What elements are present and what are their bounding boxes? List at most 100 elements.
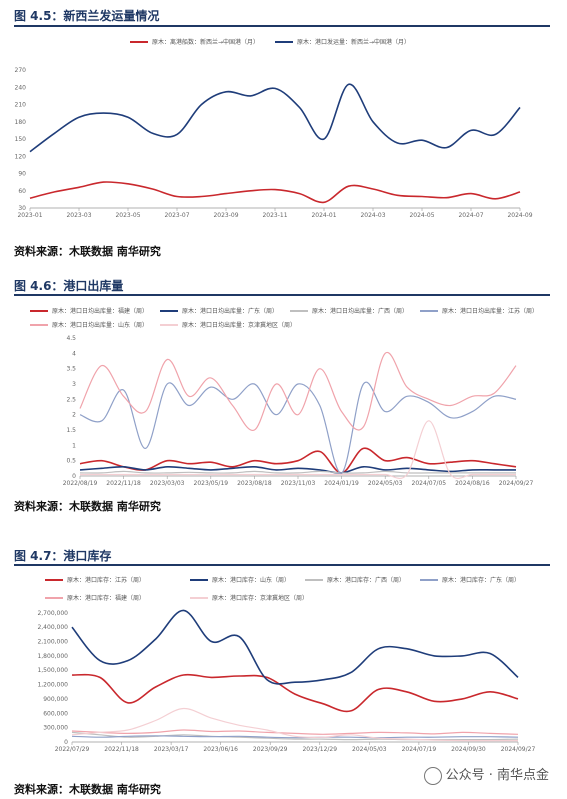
x-tick-label: 2023/08/18 xyxy=(237,480,272,487)
y-tick-label: 0.5 xyxy=(66,458,76,465)
series-line xyxy=(71,731,519,741)
x-tick-label: 2024/05/03 xyxy=(368,480,403,487)
x-tick-label: 2023-07 xyxy=(164,212,189,219)
legend-label: 原木：港口库存：福建（周） xyxy=(67,594,145,602)
legend-item: 原木：港口日均出库量：福建（周） xyxy=(30,307,148,315)
x-tick-label: 2024/07/05 xyxy=(412,480,447,487)
y-tick-label: 2,700,000 xyxy=(37,610,68,617)
x-tick-label: 2023/03/17 xyxy=(154,746,189,753)
legend-item: 原木：离港船数：新西兰→中国港（月） xyxy=(130,38,259,46)
x-tick-label: 2022/11/18 xyxy=(106,480,141,487)
x-tick-label: 2024-09 xyxy=(507,212,532,219)
series-line xyxy=(79,447,517,474)
y-tick-label: 900,000 xyxy=(43,696,68,703)
y-tick-label: 90 xyxy=(18,171,26,178)
series-line xyxy=(79,381,517,474)
x-tick-label: 2024-05 xyxy=(409,212,434,219)
figure-4-6-title: 图 4.6：港口出库量 xyxy=(14,279,124,293)
series-line xyxy=(79,470,516,474)
y-tick-label: 30 xyxy=(18,205,26,212)
series-line xyxy=(71,735,519,739)
x-tick-label: 2022/07/29 xyxy=(55,746,90,753)
y-tick-label: 0 xyxy=(72,473,76,480)
x-tick-label: 2024/09/27 xyxy=(501,746,536,753)
y-tick-label: 210 xyxy=(15,102,27,109)
legend-label: 原木：港口日均出库量：广西（周） xyxy=(312,307,408,315)
legend-label: 原木：港口库存：广东（周） xyxy=(442,576,520,584)
wechat-icon xyxy=(423,766,442,785)
legend-item: 原木：港口日均出库量：广西（周） xyxy=(290,307,408,315)
x-tick-label: 2024-07 xyxy=(458,212,483,219)
series-line xyxy=(29,181,521,204)
x-tick-label: 2022/11/18 xyxy=(104,746,139,753)
legend-item: 原木：港口库存：广东（周） xyxy=(420,576,520,584)
legend-item: 原木：港口库存：山东（周） xyxy=(190,576,290,584)
y-tick-label: 3 xyxy=(72,381,76,388)
y-tick-label: 300,000 xyxy=(43,725,68,732)
legend-label: 原木：港口日均出库量：广东（周） xyxy=(182,307,278,315)
x-tick-label: 2024/08/16 xyxy=(455,480,490,487)
series-line xyxy=(80,420,516,480)
y-tick-label: 270 xyxy=(15,67,27,74)
figure-4-5-title: 图 4.5：新西兰发运量情况 xyxy=(14,9,160,23)
legend-label: 原木：港口库存：山东（周） xyxy=(212,576,290,584)
x-tick-label: 2024/09/27 xyxy=(499,480,534,487)
y-tick-label: 4.5 xyxy=(66,335,76,342)
y-tick-label: 1,800,000 xyxy=(37,653,68,660)
legend-item: 原木：港口日均出库量：江苏（周） xyxy=(420,307,538,315)
legend-item: 原木：港口库存：京津冀地区（周） xyxy=(190,594,308,602)
x-tick-label: 2023-11 xyxy=(262,212,287,219)
y-tick-label: 150 xyxy=(15,136,27,143)
legend-label: 原木：港口库存：京津冀地区（周） xyxy=(212,594,308,602)
y-tick-label: 2.5 xyxy=(66,396,76,403)
series-line xyxy=(71,729,519,735)
legend-label: 原木：离港船数：新西兰→中国港（月） xyxy=(152,38,259,46)
series-line xyxy=(71,707,518,742)
x-tick-label: 2024/01/19 xyxy=(324,480,359,487)
legend-item: 原木：港口日均出库量：广东（周） xyxy=(160,307,278,315)
y-tick-label: 0 xyxy=(64,739,68,746)
legend-item: 原木：港口库存：江苏（周） xyxy=(45,576,145,584)
x-tick-label: 2023-03 xyxy=(66,212,91,219)
x-tick-label: 2024/09/30 xyxy=(451,746,486,753)
y-tick-label: 2 xyxy=(72,412,76,419)
y-tick-label: 4 xyxy=(72,350,76,357)
legend-label: 原木：港口日均出库量：京津冀地区（周） xyxy=(182,321,296,329)
source-note-1: 资料来源：木联数据 南华研究 xyxy=(14,245,161,258)
x-tick-label: 2024-03 xyxy=(360,212,385,219)
legend-label: 原木：港口库存：广西（周） xyxy=(327,576,405,584)
x-tick-label: 2023/03/03 xyxy=(150,480,185,487)
x-tick-label: 2022/08/19 xyxy=(63,480,98,487)
x-tick-label: 2023/05/19 xyxy=(194,480,229,487)
watermark-text: 公众号 · 南华点金 xyxy=(445,768,549,783)
legend-label: 原木：港口日均出库量：山东（周） xyxy=(52,321,148,329)
outbound-chart: 原木：港口日均出库量：福建（周） 原木：港口日均出库量：广东（周） 原木：港口日均出… xyxy=(30,307,538,487)
legend-item: 原木：港口库存：广西（周） xyxy=(305,576,405,584)
title-rule xyxy=(14,564,550,566)
series-line xyxy=(79,351,517,431)
y-tick-label: 2,100,000 xyxy=(37,639,68,646)
y-tick-label: 1,200,000 xyxy=(37,682,68,689)
legend-item: 原木：港口库存：福建（周） xyxy=(45,594,145,602)
y-tick-label: 180 xyxy=(15,119,27,126)
x-tick-label: 2023/06/16 xyxy=(203,746,238,753)
legend-item: 原木：港口发运量：新西兰→中国港（月） xyxy=(275,38,410,46)
legend-label: 原木：港口发运量：新西兰→中国港（月） xyxy=(297,38,410,46)
watermark: 公众号 · 南华点金 xyxy=(423,764,549,785)
title-rule xyxy=(14,294,550,296)
series-line xyxy=(79,465,516,474)
legend-label: 原木：港口库存：江苏（周） xyxy=(67,576,145,584)
y-tick-label: 1,500,000 xyxy=(37,667,68,674)
x-tick-label: 2023-01 xyxy=(17,212,42,219)
x-tick-label: 2023/11/03 xyxy=(281,480,316,487)
legend-item: 原木：港口日均出库量：山东（周） xyxy=(30,321,148,329)
inventory-chart: 原木：港口库存：江苏（周） 原木：港口库存：山东（周） 原木：港口库存：广西（周） 原… xyxy=(37,576,536,753)
y-tick-label: 3.5 xyxy=(66,366,76,373)
x-tick-label: 2023/12/29 xyxy=(302,746,337,753)
figure-4-7-title: 图 4.7：港口库存 xyxy=(14,549,112,563)
x-tick-label: 2023-05 xyxy=(115,212,140,219)
source-note-3: 资料来源：木联数据 南华研究 xyxy=(14,783,161,796)
y-tick-label: 240 xyxy=(15,84,27,91)
legend-item: 原木：港口日均出库量：京津冀地区（周） xyxy=(160,321,296,329)
y-tick-label: 2,400,000 xyxy=(37,624,68,631)
